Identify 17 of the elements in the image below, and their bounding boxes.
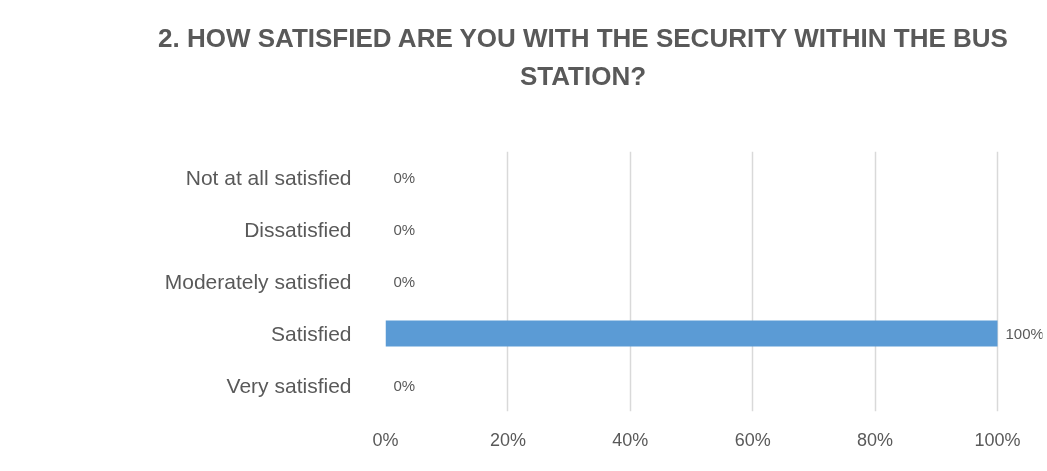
- y-tick-label: Not at all satisfied: [185, 166, 352, 189]
- x-tick-label: 100%: [974, 429, 1021, 450]
- data-label: 0%: [393, 169, 416, 186]
- y-tick-label: Moderately satisfied: [164, 270, 352, 293]
- x-tick-label: 40%: [612, 429, 649, 450]
- x-tick-label: 60%: [734, 429, 771, 450]
- x-tick-label: 20%: [489, 429, 526, 450]
- data-label: 0%: [393, 221, 416, 238]
- data-label: 100%: [1005, 325, 1044, 342]
- x-tick-label: 0%: [372, 429, 399, 450]
- data-label: 0%: [393, 377, 416, 394]
- y-tick-label: Very satisfied: [226, 374, 352, 397]
- data-label: 0%: [393, 273, 416, 290]
- chart-title: 2. HOW SATISFIED ARE YOU WITH THE SECURITY WITHIN THE BUS STATION?: [157, 22, 1009, 93]
- y-tick-label: Satisfied: [270, 322, 352, 345]
- y-tick-label: Dissatisfied: [244, 218, 352, 241]
- x-tick-label: 80%: [857, 429, 894, 450]
